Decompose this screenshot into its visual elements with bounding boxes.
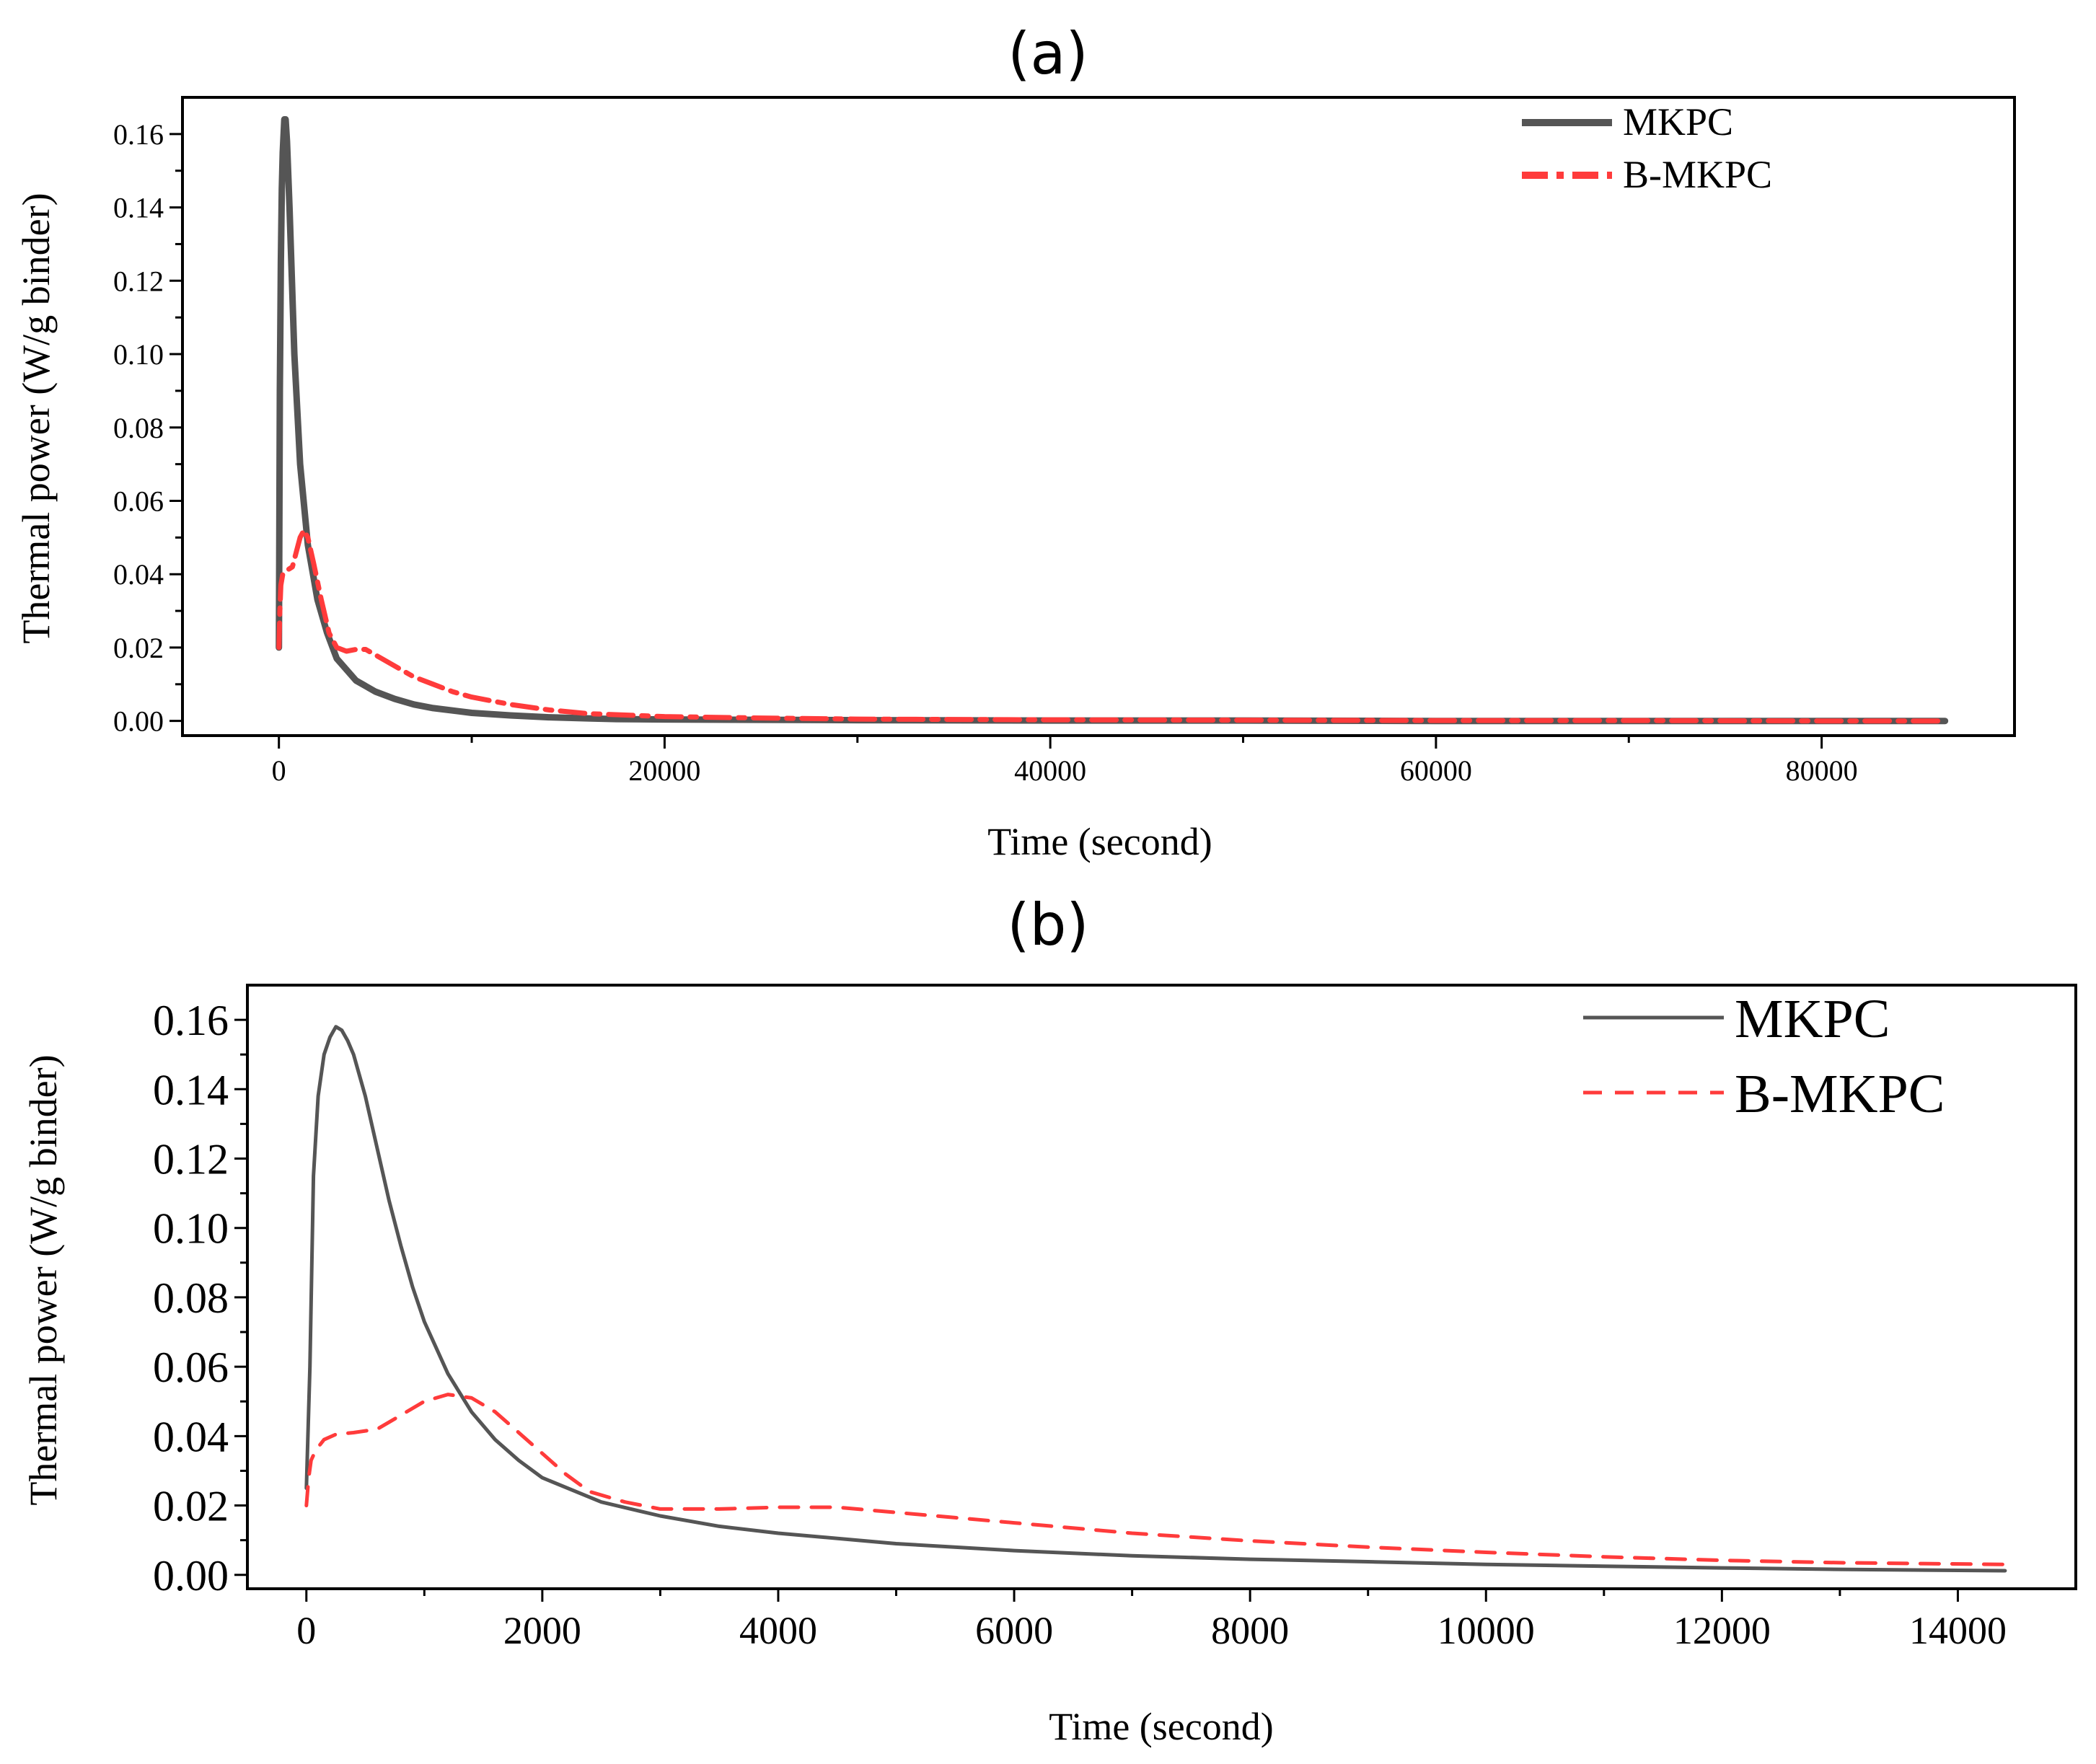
y-tick-label: 0.10 (153, 1205, 229, 1253)
chart-panel-b: (b) 0 2000 4000 6000 8000 10000 12000 14000 0.00… (22, 891, 2077, 1748)
y-tick-label: 0.06 (113, 485, 164, 517)
x-tick-label: 0 (296, 1609, 316, 1652)
y-tick-label: 0.12 (153, 1136, 229, 1183)
series-layer-b (304, 1025, 2007, 1573)
x-tick-label: 10000 (1437, 1609, 1535, 1652)
x-tick-label: 6000 (975, 1609, 1053, 1652)
y-tick-label: 0.06 (153, 1344, 229, 1391)
x-tick-label: 60000 (1400, 754, 1472, 787)
y-axis-label-b: Thermal power (W/g binder) (22, 1054, 65, 1505)
x-tick-label: 0 (272, 754, 286, 787)
x-tick-label: 80000 (1786, 754, 1858, 787)
y-tick-label: 0.14 (113, 192, 164, 224)
chart-title-a: (a) (1008, 20, 1088, 87)
chart-panel-a: (a) 0 20000 40000 60000 80000 0.00 0.02 0.04 0.0… (14, 20, 2016, 863)
axis-ticks-b: 0 2000 4000 6000 8000 10000 12000 14000 0.00 0.02… (153, 997, 2007, 1652)
x-tick-label: 40000 (1014, 754, 1086, 787)
legend-b: MKPC B-MKPC (1583, 989, 1945, 1124)
series-layer-a (276, 116, 1949, 725)
x-tick-label: 8000 (1211, 1609, 1289, 1652)
y-tick-label: 0.16 (153, 997, 229, 1044)
y-tick-label: 0.12 (113, 265, 164, 297)
x-axis-label-a: Time (second) (987, 820, 1212, 863)
legend-a: MKPC B-MKPC (1522, 100, 1772, 196)
x-tick-label: 14000 (1909, 1609, 2007, 1652)
axis-ticks-a: 0 20000 40000 60000 80000 0.00 0.02 0.04 0.06 0.0… (113, 118, 1858, 787)
y-tick-label: 0.10 (113, 338, 164, 371)
x-tick-label: 4000 (739, 1609, 817, 1652)
y-tick-label: 0.08 (153, 1274, 229, 1322)
x-tick-label: 12000 (1673, 1609, 1771, 1652)
plot-frame-a (181, 96, 2016, 737)
legend-label-mkpc-a: MKPC (1623, 100, 1733, 144)
y-tick-label: 0.14 (153, 1066, 229, 1113)
y-tick-label: 0.02 (153, 1483, 229, 1530)
legend-label-bmkpc-a: B-MKPC (1623, 153, 1772, 196)
x-tick-label: 20000 (628, 754, 700, 787)
x-axis-label-b: Time (second) (1049, 1705, 1273, 1748)
series-line-mkpc-a (276, 116, 1949, 725)
plot-frame-b (246, 984, 2077, 1590)
y-tick-label: 0.00 (153, 1552, 229, 1600)
legend-label-mkpc-b: MKPC (1735, 989, 1890, 1049)
y-tick-label: 0.04 (153, 1413, 229, 1460)
y-tick-label: 0.04 (113, 558, 164, 591)
y-tick-label: 0.08 (113, 412, 164, 444)
y-tick-label: 0.16 (113, 118, 164, 151)
series-line-mkpc-b (304, 1025, 2007, 1573)
legend-label-bmkpc-b: B-MKPC (1735, 1064, 1945, 1124)
series-line-b-mkpc-b (304, 1393, 2007, 1566)
y-tick-label: 0.00 (113, 705, 164, 738)
x-tick-label: 2000 (503, 1609, 581, 1652)
y-axis-label-a: Thermal power (W/g binder) (14, 193, 58, 643)
y-tick-label: 0.02 (113, 632, 164, 664)
chart-title-b: (b) (1007, 891, 1088, 958)
series-line-b-mkpc-a (276, 527, 1948, 724)
